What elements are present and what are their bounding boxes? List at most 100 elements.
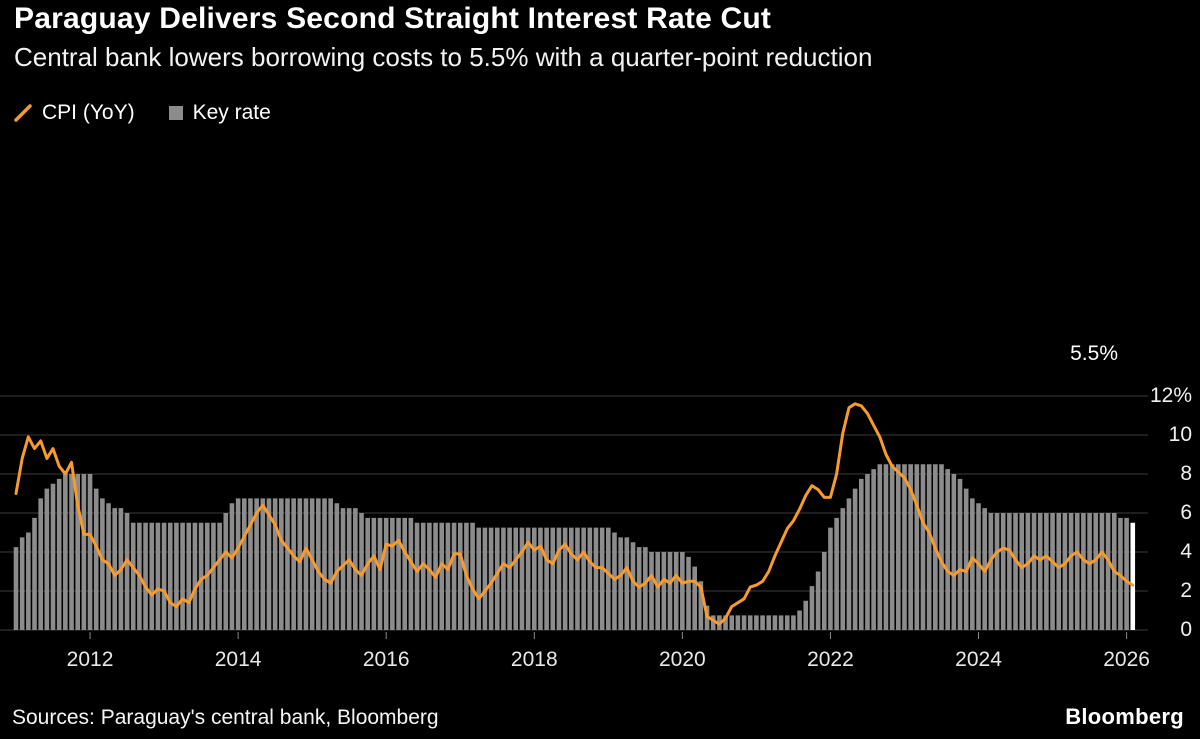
x-axis-label-2026: 2026 [1103,648,1150,671]
key-rate-bar [963,488,969,631]
key-rate-bar [1007,513,1012,630]
key-rate-bar [871,469,876,631]
key-rate-bar [723,615,728,631]
key-rate-bar [655,552,660,630]
y-axis-label-8: 8 [1180,462,1192,485]
key-rate-bar [821,552,827,630]
key-rate-bar [519,527,525,631]
x-axis-label-2012: 2012 [66,648,114,671]
key-rate-bar [371,517,377,631]
y-axis-label-6: 6 [1180,501,1192,524]
legend-item-cpi: CPI (YoY) [14,101,135,125]
key-rate-bar [439,522,445,630]
latest-rate-annotation: 5.5% [1070,342,1118,365]
key-rate-bar [612,532,617,630]
key-rate-bar [883,464,889,630]
key-rate-bar [63,474,68,630]
x-axis-label-2024: 2024 [955,648,1002,671]
key-rate-bar [476,527,482,631]
key-rate-bar [303,498,309,631]
page-title: Paraguay Delivers Second Straight Intere… [14,2,772,35]
key-rate-bar [1081,513,1086,630]
key-rate-bar [988,513,994,630]
key-rate-bar [297,498,303,631]
chart-plot-area [0,395,1148,639]
key-rate-bar [359,513,364,630]
key-rate-bar [865,474,870,630]
key-rate-bar [451,522,457,630]
key-rate-bar [408,517,414,631]
key-rate-bar [797,610,802,630]
key-rate-bar [100,498,105,631]
key-rate-bar [322,498,327,631]
bloomberg-logo: Bloomberg [1065,704,1184,729]
key-rate-bar [877,464,883,630]
key-rate-bar [784,615,790,631]
key-rate-bar [834,517,839,631]
key-rate-bar [902,464,907,630]
x-axis-label-2020: 2020 [659,648,706,671]
key-rate-bar [735,615,741,631]
key-rate-bar [575,527,580,631]
key-rate-bar [852,488,858,631]
key-rate-bar [760,615,765,631]
key-rate-bar [581,527,586,631]
key-rate-bar [791,615,796,631]
key-rate-bar [754,615,759,631]
key-rate-bar [1019,513,1025,630]
key-rate-bar [698,581,704,630]
key-rate-bar [13,547,19,631]
key-rate-bar [945,469,950,631]
key-rate-bar [1031,513,1037,630]
page-subtitle: Central bank lowers borrowing costs to 5… [14,42,873,72]
key-rate-bar [957,478,963,631]
key-rate-bar [235,498,241,631]
key-rate-bar [630,542,636,630]
key-rate-bar [1093,513,1099,630]
key-rate-bar [272,498,278,631]
key-rate-bar [599,527,605,631]
key-rate-bar [926,464,932,630]
key-rate-bar [365,517,370,631]
key-rate-bar [56,478,62,631]
x-axis-label-2022: 2022 [807,648,854,671]
key-rate-bar [1013,513,1018,630]
key-rate-bar [198,522,204,630]
key-rate-bar [1025,513,1031,630]
key-rate-bar [180,522,185,630]
cpi-line [14,402,1135,626]
key-rate-bar [309,498,315,631]
key-rate-bar [951,474,957,630]
y-axis-label-2: 2 [1180,579,1192,602]
key-rate-bar [174,522,179,630]
key-rate-bar [420,522,426,630]
key-rate-bar [334,503,340,630]
key-rate-bar [1068,513,1074,630]
key-rate-bar [241,498,247,631]
cpi-line-swatch-icon [14,104,32,122]
key-rate-bar [340,508,346,631]
key-rate-square-swatch-icon [168,106,183,120]
key-rate-bar [186,522,192,630]
key-rate-bar [229,503,235,630]
y-axis-label-10: 10 [1168,423,1192,446]
key-rate-bar [291,498,296,631]
key-rate-bar [914,464,920,630]
key-rate-bar [260,498,266,631]
key-rate-bar [1124,517,1129,631]
key-rate-bar [81,474,87,630]
key-rate-bar [26,532,31,630]
key-rate-bar [507,527,512,631]
key-rate-bar [93,488,99,631]
key-rate-bar [427,522,432,630]
key-rate-bar [828,527,833,631]
key-rate-bar [531,527,537,631]
key-rate-bar [87,474,93,630]
key-rate-bar [747,615,753,631]
key-rate-bar [994,513,1000,630]
key-rate-bar [217,522,222,630]
key-rate-bar [38,498,43,631]
key-rate-bar [396,517,401,631]
key-rate-bar [414,522,420,630]
key-rate-bar [167,522,173,630]
